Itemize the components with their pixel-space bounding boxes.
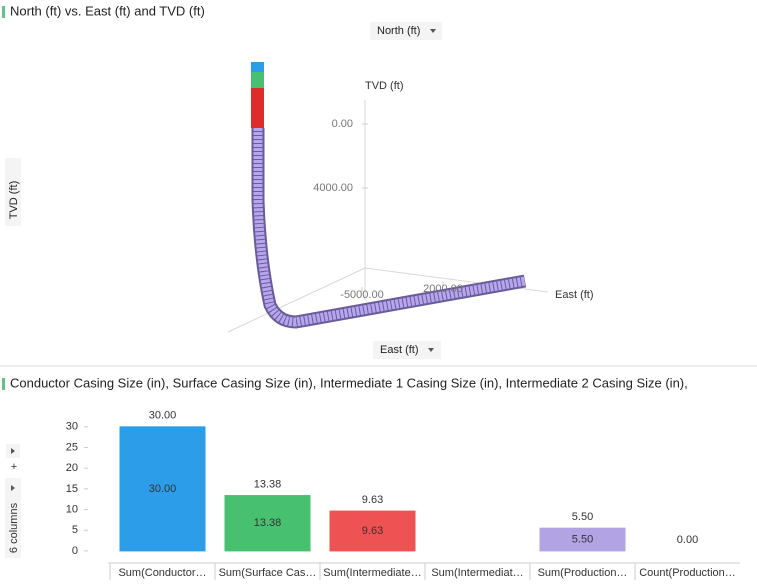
x-tick-label: Sum(Surface Cas…: [219, 567, 317, 579]
plot3d-title: North (ft) vs. East (ft) and TVD (ft): [10, 3, 205, 18]
value-label: 9.63: [362, 494, 383, 506]
bar-title: Conductor Casing Size (in), Surface Casi…: [10, 375, 688, 390]
east-selector-label[interactable]: East (ft): [380, 344, 419, 356]
bar: [539, 527, 626, 552]
z-axis-label: TVD (ft): [365, 80, 404, 92]
bar: [329, 510, 416, 552]
x-tick-label: Sum(Production…: [538, 567, 628, 579]
title-marker: [2, 378, 5, 390]
value-label-inner: 30.00: [149, 483, 177, 495]
surface-segment: [251, 72, 264, 88]
x-tick-label: Sum(Conductor…: [118, 567, 206, 579]
conductor-segment: [251, 62, 264, 72]
title-marker: [2, 6, 5, 18]
z-tick-label: 4000.00: [313, 182, 353, 194]
north-selector[interactable]: [370, 22, 442, 40]
north-selector-label[interactable]: North (ft): [377, 25, 420, 37]
dropdown-arrow: [430, 29, 436, 33]
expand-arrow: [11, 448, 15, 454]
tvd-selector[interactable]: [5, 158, 21, 226]
y-tick-label: 0: [72, 545, 78, 557]
x-tick-label: Sum(Intermediate…: [323, 567, 421, 579]
east-selector[interactable]: [373, 341, 441, 359]
well-trajectory: [251, 128, 527, 329]
x-tick-label: 2000.00: [423, 283, 463, 295]
bar: [119, 426, 206, 552]
columns-label[interactable]: 6 columns: [8, 502, 20, 553]
y-tick-label: 10: [66, 503, 78, 515]
x-tick-label: Count(Production…: [639, 567, 736, 579]
well-trajectory-fill: [253, 128, 526, 327]
expand-arrow: [11, 485, 15, 491]
y-tick-label: 15: [66, 483, 78, 495]
value-label: 5.50: [572, 511, 593, 523]
value-label-inner: 13.38: [254, 517, 282, 529]
intermediate-segment: [251, 88, 264, 128]
value-label-inner: 5.50: [572, 533, 593, 545]
y-tick-label: 30: [66, 421, 78, 433]
y-tick-label: 20: [66, 462, 78, 474]
value-label: 13.38: [254, 478, 282, 490]
y-tick-label: 25: [66, 441, 78, 453]
x-tick-label: Sum(Intermediat…: [431, 567, 523, 579]
value-label: 30.00: [149, 410, 177, 422]
add-button[interactable]: +: [11, 461, 17, 473]
y-tick-label: 5: [72, 524, 78, 536]
x-axis-label: East (ft): [555, 289, 594, 301]
columns-selector[interactable]: [5, 478, 21, 558]
tvd-selector-label[interactable]: TVD (ft): [8, 181, 20, 220]
x-tick-label: -5000.00: [340, 289, 383, 301]
value-label: 0.00: [677, 534, 698, 546]
dropdown-arrow: [428, 348, 434, 352]
axes-3d: [227, 100, 549, 333]
z-tick-label: 0.00: [332, 118, 353, 130]
value-label-inner: 9.63: [362, 525, 383, 537]
bar: [224, 495, 311, 552]
